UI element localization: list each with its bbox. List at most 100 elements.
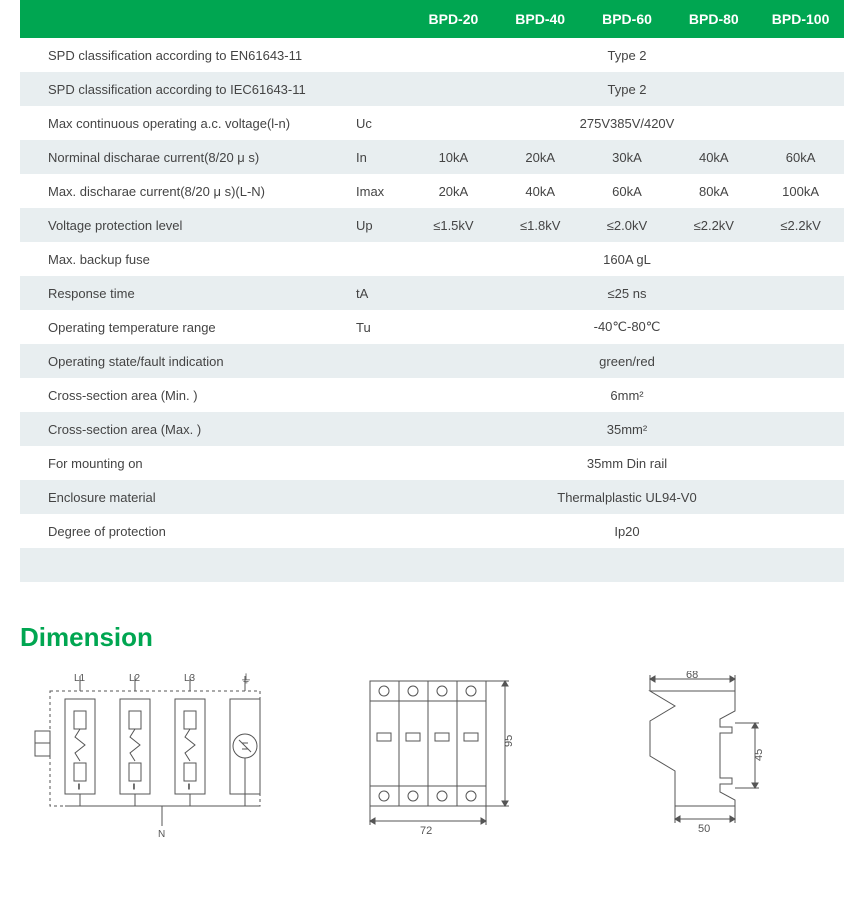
header-model-3: BPD-80 xyxy=(670,11,757,27)
row-label: Cross-section area (Max. ) xyxy=(20,414,350,445)
side-bottom-dim: 50 xyxy=(698,823,710,835)
row-symbol xyxy=(350,81,410,97)
schematic-ground: ⏚ xyxy=(240,672,252,686)
row-val: 40kA xyxy=(497,176,584,207)
row-val: 30kA xyxy=(584,142,671,173)
row-span: Ip20 xyxy=(410,516,844,547)
row-label: SPD classification according to IEC61643… xyxy=(20,74,350,105)
spec-table-body: SPD classification according to EN61643-… xyxy=(20,38,844,582)
row-label: For mounting on xyxy=(20,448,350,479)
row-symbol: tA xyxy=(350,278,410,309)
side-view-drawing: 68 68 45 50 xyxy=(630,671,780,841)
row-symbol: Imax xyxy=(350,176,410,207)
row-val: ≤1.8kV xyxy=(497,210,584,241)
row-label xyxy=(20,557,350,573)
row-symbol xyxy=(350,421,410,437)
row-val: ≤2.2kV xyxy=(757,210,844,241)
schematic-l1: L1 xyxy=(74,673,86,684)
table-row: Operating temperature rangeTu-40℃-80℃ xyxy=(20,310,844,344)
table-row: Degree of protection Ip20 xyxy=(20,514,844,548)
row-symbol: In xyxy=(350,142,410,173)
row-label: Response time xyxy=(20,278,350,309)
front-view-drawing: 72 95 xyxy=(360,671,540,841)
spec-table-header: BPD-20 BPD-40 BPD-60 BPD-80 BPD-100 xyxy=(20,0,844,38)
table-row: Cross-section area (Min. ) 6mm² xyxy=(20,378,844,412)
row-label: Max. backup fuse xyxy=(20,244,350,275)
row-symbol: Up xyxy=(350,210,410,241)
row-span: green/red xyxy=(410,346,844,377)
row-span: 35mm² xyxy=(410,414,844,445)
table-row: Max. backup fuse 160A gL xyxy=(20,242,844,276)
svg-text:I: I xyxy=(133,784,135,791)
schematic-n: N xyxy=(158,829,165,840)
row-label: Operating state/fault indication xyxy=(20,346,350,377)
row-symbol xyxy=(350,557,410,573)
row-val: 60kA xyxy=(584,176,671,207)
row-span: Thermalplastic UL94-V0 xyxy=(410,482,844,513)
row-span xyxy=(410,557,844,573)
header-model-2: BPD-60 xyxy=(584,11,671,27)
row-span: 6mm² xyxy=(410,380,844,411)
dimension-drawings: I I I L1 L2 L3 ⏚ N 72 95 xyxy=(20,671,844,841)
table-row: Cross-section area (Max. ) 35mm² xyxy=(20,412,844,446)
row-span: 275V385V/420V xyxy=(410,108,844,139)
table-row: Voltage protection levelUp≤1.5kV≤1.8kV≤2… xyxy=(20,208,844,242)
row-label: Max. discharae current(8/20 μ s)(L-N) xyxy=(20,176,350,207)
row-span: ≤25 ns xyxy=(410,278,844,309)
row-label: Enclosure material xyxy=(20,482,350,513)
row-symbol: Uc xyxy=(350,108,410,139)
header-model-4: BPD-100 xyxy=(757,11,844,27)
row-symbol xyxy=(350,523,410,539)
schematic-l3: L3 xyxy=(184,673,196,684)
table-row: SPD classification according to EN61643-… xyxy=(20,38,844,72)
row-span: 160A gL xyxy=(410,244,844,275)
row-span: Type 2 xyxy=(410,74,844,105)
row-label: Max continuous operating a.c. voltage(l-… xyxy=(20,108,350,139)
row-label: Norminal discharae current(8/20 μ s) xyxy=(20,142,350,173)
table-row: Operating state/fault indication green/re… xyxy=(20,344,844,378)
front-height: 95 xyxy=(503,735,515,747)
svg-text:I: I xyxy=(188,784,190,791)
row-val: 80kA xyxy=(670,176,757,207)
row-label: Degree of protection xyxy=(20,516,350,547)
header-model-0: BPD-20 xyxy=(410,11,497,27)
schematic-drawing: I I I L1 L2 L3 ⏚ N xyxy=(30,671,270,841)
table-row: SPD classification according to IEC61643… xyxy=(20,72,844,106)
header-model-1: BPD-40 xyxy=(497,11,584,27)
row-span: -40℃-80℃ xyxy=(410,311,844,343)
table-row: Max continuous operating a.c. voltage(l-… xyxy=(20,106,844,140)
row-symbol xyxy=(350,489,410,505)
row-label: SPD classification according to EN61643-… xyxy=(20,40,350,71)
row-val: ≤1.5kV xyxy=(410,210,497,241)
table-row xyxy=(20,548,844,582)
table-row: Norminal discharae current(8/20 μ s)In10… xyxy=(20,140,844,174)
row-val: 20kA xyxy=(497,142,584,173)
row-span: 35mm Din rail xyxy=(410,448,844,479)
row-symbol xyxy=(350,353,410,369)
side-right-dim: 45 xyxy=(753,749,765,761)
side-top: 68 xyxy=(686,671,698,681)
svg-text:I: I xyxy=(78,784,80,791)
row-symbol xyxy=(350,47,410,63)
table-row: Enclosure material Thermalplastic UL94-V0 xyxy=(20,480,844,514)
row-symbol xyxy=(350,251,410,267)
row-val: 40kA xyxy=(670,142,757,173)
front-width: 72 xyxy=(420,825,432,837)
table-row: Max. discharae current(8/20 μ s)(L-N)Ima… xyxy=(20,174,844,208)
dimension-title: Dimension xyxy=(20,622,844,653)
row-val: 100kA xyxy=(757,176,844,207)
row-label: Voltage protection level xyxy=(20,210,350,241)
row-label: Cross-section area (Min. ) xyxy=(20,380,350,411)
row-val: ≤2.0kV xyxy=(584,210,671,241)
table-row: Response timetA≤25 ns xyxy=(20,276,844,310)
row-symbol xyxy=(350,387,410,403)
row-label: Operating temperature range xyxy=(20,312,350,343)
row-val: 20kA xyxy=(410,176,497,207)
row-span: Type 2 xyxy=(410,40,844,71)
row-val: 10kA xyxy=(410,142,497,173)
row-val: 60kA xyxy=(757,142,844,173)
row-symbol: Tu xyxy=(350,312,410,343)
schematic-l2: L2 xyxy=(129,673,141,684)
row-symbol xyxy=(350,455,410,471)
table-row: For mounting on 35mm Din rail xyxy=(20,446,844,480)
